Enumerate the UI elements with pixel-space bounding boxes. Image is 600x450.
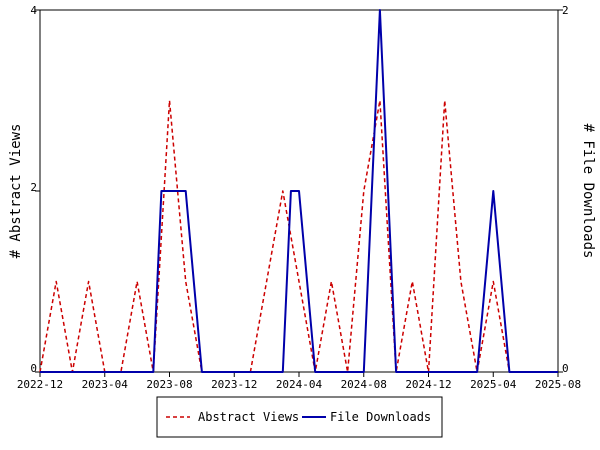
x-tick-label: 2024-04: [276, 378, 323, 391]
series-line-abstract-views: [39, 99, 558, 373]
left-y-axis-title: # Abstract Views: [8, 124, 24, 259]
x-tick-label: 2025-08: [535, 378, 581, 391]
x-tick-label: 2023-08: [146, 378, 192, 391]
series-line-file-downloads: [40, 9, 558, 373]
x-tick-label: 2025-04: [470, 378, 517, 391]
x-tick-label: 2022-12: [17, 378, 63, 391]
legend-label-abstract-views: Abstract Views: [198, 410, 299, 424]
legend: Abstract Views File Downloads: [156, 396, 443, 438]
x-tick-label: 2024-12: [405, 378, 451, 391]
x-tick-label: 2023-04: [82, 378, 129, 391]
y2-tick-label: 2: [562, 4, 569, 17]
x-tick-label: 2023-12: [211, 378, 257, 391]
series-lines: [39, 9, 558, 373]
left-y-axis-ticks: 0 2 4: [30, 4, 40, 375]
y-tick-label: 2: [30, 181, 37, 194]
y-tick-label: 0: [30, 362, 37, 375]
legend-label-file-downloads: File Downloads: [330, 410, 431, 424]
y2-tick-label: 0: [562, 362, 569, 375]
right-y-axis-title: # File Downloads: [580, 124, 596, 259]
legend-box: [156, 396, 443, 438]
right-y-axis-ticks: 02: [558, 4, 569, 375]
y-tick-label: 4: [30, 4, 37, 17]
x-axis-ticks: 2022-12 2023-04 2023-08 2023-12 2024-04 2024-…: [17, 372, 581, 391]
x-tick-label: 2024-08: [341, 378, 387, 391]
